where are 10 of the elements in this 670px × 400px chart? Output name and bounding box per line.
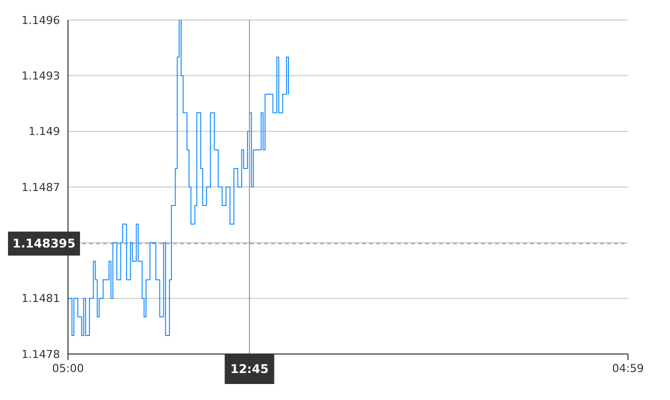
y-tick-label: 1.149 [28,125,60,138]
ref-line-label: 1.148395 [12,236,76,251]
y-tick-label: 1.1478 [22,348,60,361]
y-tick-label: 1.1481 [22,292,60,306]
x-tick-label: 04:59 [612,362,644,375]
y-tick-label: 1.1496 [22,14,60,27]
y-tick-label: 1.1487 [22,180,60,194]
x-tick-label: 12:45 [230,362,269,376]
y-tick-label: 1.1493 [22,70,60,83]
x-tick-label: 05:00 [52,362,84,375]
